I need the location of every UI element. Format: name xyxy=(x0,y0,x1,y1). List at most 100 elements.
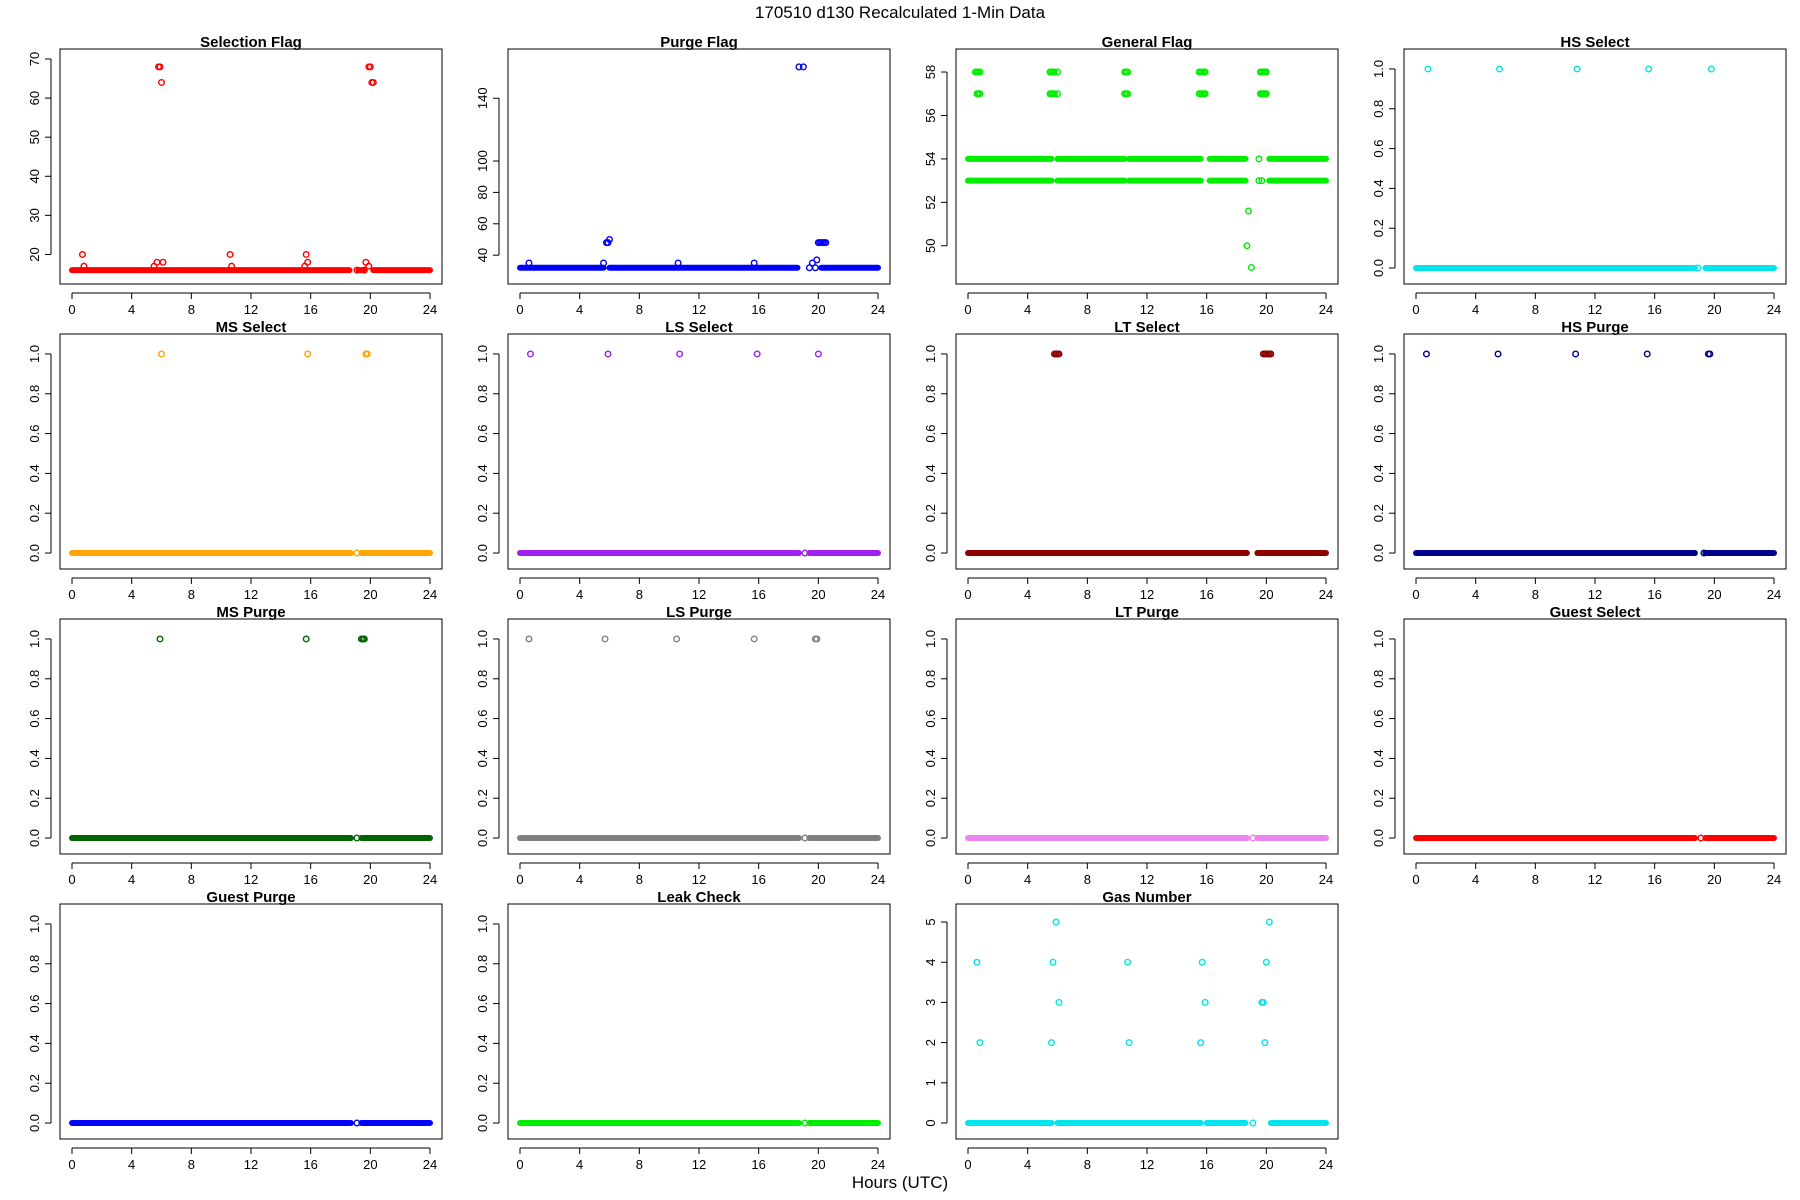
x-tick-label: 12 xyxy=(1588,302,1602,317)
plot-frame xyxy=(507,903,891,1140)
y-tick-label: 0.0 xyxy=(1371,259,1386,277)
x-tick-label: 16 xyxy=(303,872,317,887)
data-point xyxy=(753,350,761,358)
panel-title: Guest Purge xyxy=(206,889,295,906)
x-tick-label: 4 xyxy=(128,872,135,887)
data-point xyxy=(814,350,822,358)
x-tick-label: 16 xyxy=(1647,872,1661,887)
data-point xyxy=(799,63,807,71)
x-tick-label: 8 xyxy=(1084,587,1091,602)
data-point xyxy=(801,1119,809,1127)
data-point xyxy=(1201,68,1209,76)
data-point xyxy=(366,63,374,71)
x-tick-label: 16 xyxy=(751,587,765,602)
y-tick-label: 0.6 xyxy=(27,425,42,443)
x-tick-label: 20 xyxy=(811,587,825,602)
panel-title: General Flag xyxy=(1102,34,1193,51)
x-tick-label: 8 xyxy=(1084,872,1091,887)
y-tick-label: 1.0 xyxy=(1371,630,1386,648)
x-tick-label: 20 xyxy=(1259,302,1273,317)
y-tick-label: 1.0 xyxy=(475,345,490,363)
y-tick-label: 50 xyxy=(27,130,42,144)
x-tick-label: 8 xyxy=(188,1157,195,1172)
plot-frame xyxy=(1403,48,1787,285)
x-tick-label: 0 xyxy=(1412,587,1419,602)
y-tick-label: 0.6 xyxy=(475,710,490,728)
data-point xyxy=(674,259,682,267)
x-tick-label: 24 xyxy=(1319,587,1333,602)
y-tick-label: 5 xyxy=(923,918,938,925)
data-point xyxy=(1051,68,1059,76)
y-tick-label: 30 xyxy=(27,208,42,222)
plot-frame xyxy=(59,333,443,570)
panel-guest-purge: Guest Purge 0 4 8 12 16 20 24 0.0 0.2 0.4 0.6 0.8 1.0 xyxy=(27,889,443,1172)
x-tick-label: 4 xyxy=(576,1157,583,1172)
x-tick-label: 16 xyxy=(1199,302,1213,317)
y-tick-label: 0.8 xyxy=(27,385,42,403)
panel-leak-check: Leak Check 0 4 8 12 16 20 24 0.0 0.2 0.4 0.6 0.8 1.0 xyxy=(475,889,891,1172)
x-tick-label: 4 xyxy=(128,587,135,602)
data-point xyxy=(1422,350,1430,358)
y-tick-label: 0.6 xyxy=(1371,425,1386,443)
data-point xyxy=(156,635,164,643)
y-tick-label: 0 xyxy=(923,1119,938,1126)
x-tick-label: 8 xyxy=(636,302,643,317)
data-point xyxy=(1055,998,1063,1006)
figure-x-axis-label: Hours (UTC) xyxy=(852,1173,948,1192)
x-tick-label: 12 xyxy=(692,587,706,602)
x-tick-label: 20 xyxy=(363,587,377,602)
y-tick-label: 0.6 xyxy=(475,995,490,1013)
data-point xyxy=(1255,177,1263,185)
y-tick-label: 56 xyxy=(923,108,938,122)
y-tick-label: 0.2 xyxy=(1371,504,1386,522)
y-tick-label: 0.0 xyxy=(923,544,938,562)
plot-frame xyxy=(507,48,891,285)
data-point xyxy=(1052,918,1060,926)
x-tick-label: 20 xyxy=(1707,872,1721,887)
data-point xyxy=(1051,90,1059,98)
data-point xyxy=(78,250,86,258)
y-tick-label: 0.4 xyxy=(1371,464,1386,482)
y-tick-label: 0.8 xyxy=(923,385,938,403)
data-point xyxy=(813,256,821,264)
data-point xyxy=(1573,65,1581,73)
y-tick-label: 0.8 xyxy=(475,670,490,688)
data-point xyxy=(1244,207,1252,215)
x-tick-label: 0 xyxy=(1412,302,1419,317)
x-tick-label: 12 xyxy=(692,302,706,317)
x-tick-label: 24 xyxy=(1319,302,1333,317)
data-point xyxy=(80,262,88,270)
y-tick-label: 4 xyxy=(923,959,938,966)
data-point xyxy=(811,264,819,272)
data-point xyxy=(304,258,312,266)
data-point xyxy=(360,635,368,643)
x-tick-label: 12 xyxy=(1140,872,1154,887)
y-tick-label: 0.2 xyxy=(27,1074,42,1092)
y-tick-label: 0.4 xyxy=(27,749,42,767)
plot-frame xyxy=(955,48,1339,285)
panel-general-flag: General Flag 0 4 8 12 16 20 24 50 52 54 56 58 xyxy=(923,34,1339,317)
data-point xyxy=(976,1039,984,1047)
data-point xyxy=(1700,549,1708,557)
panel-title: MS Purge xyxy=(216,604,285,621)
x-tick-label: 0 xyxy=(964,587,971,602)
x-tick-label: 24 xyxy=(423,1157,437,1172)
y-tick-label: 0.2 xyxy=(923,789,938,807)
data-point xyxy=(353,834,361,842)
plot-frame xyxy=(59,618,443,855)
y-tick-label: 0.2 xyxy=(27,789,42,807)
plot-frame xyxy=(1403,333,1787,570)
data-point xyxy=(1706,350,1714,358)
y-tick-label: 1.0 xyxy=(27,915,42,933)
data-point xyxy=(676,350,684,358)
panel-ms-purge: MS Purge 0 4 8 12 16 20 24 0.0 0.2 0.4 0.6 0.8 1.0 xyxy=(27,604,443,887)
x-tick-label: 20 xyxy=(363,1157,377,1172)
y-tick-label: 0.4 xyxy=(923,749,938,767)
x-tick-label: 24 xyxy=(423,587,437,602)
y-tick-label: 0.4 xyxy=(475,749,490,767)
y-tick-label: 0.4 xyxy=(27,464,42,482)
x-tick-label: 0 xyxy=(516,872,523,887)
panel-lt-purge: LT Purge 0 4 8 12 16 20 24 0.0 0.2 0.4 0.6 0.8 1.0 xyxy=(923,604,1339,887)
x-tick-label: 16 xyxy=(1199,872,1213,887)
